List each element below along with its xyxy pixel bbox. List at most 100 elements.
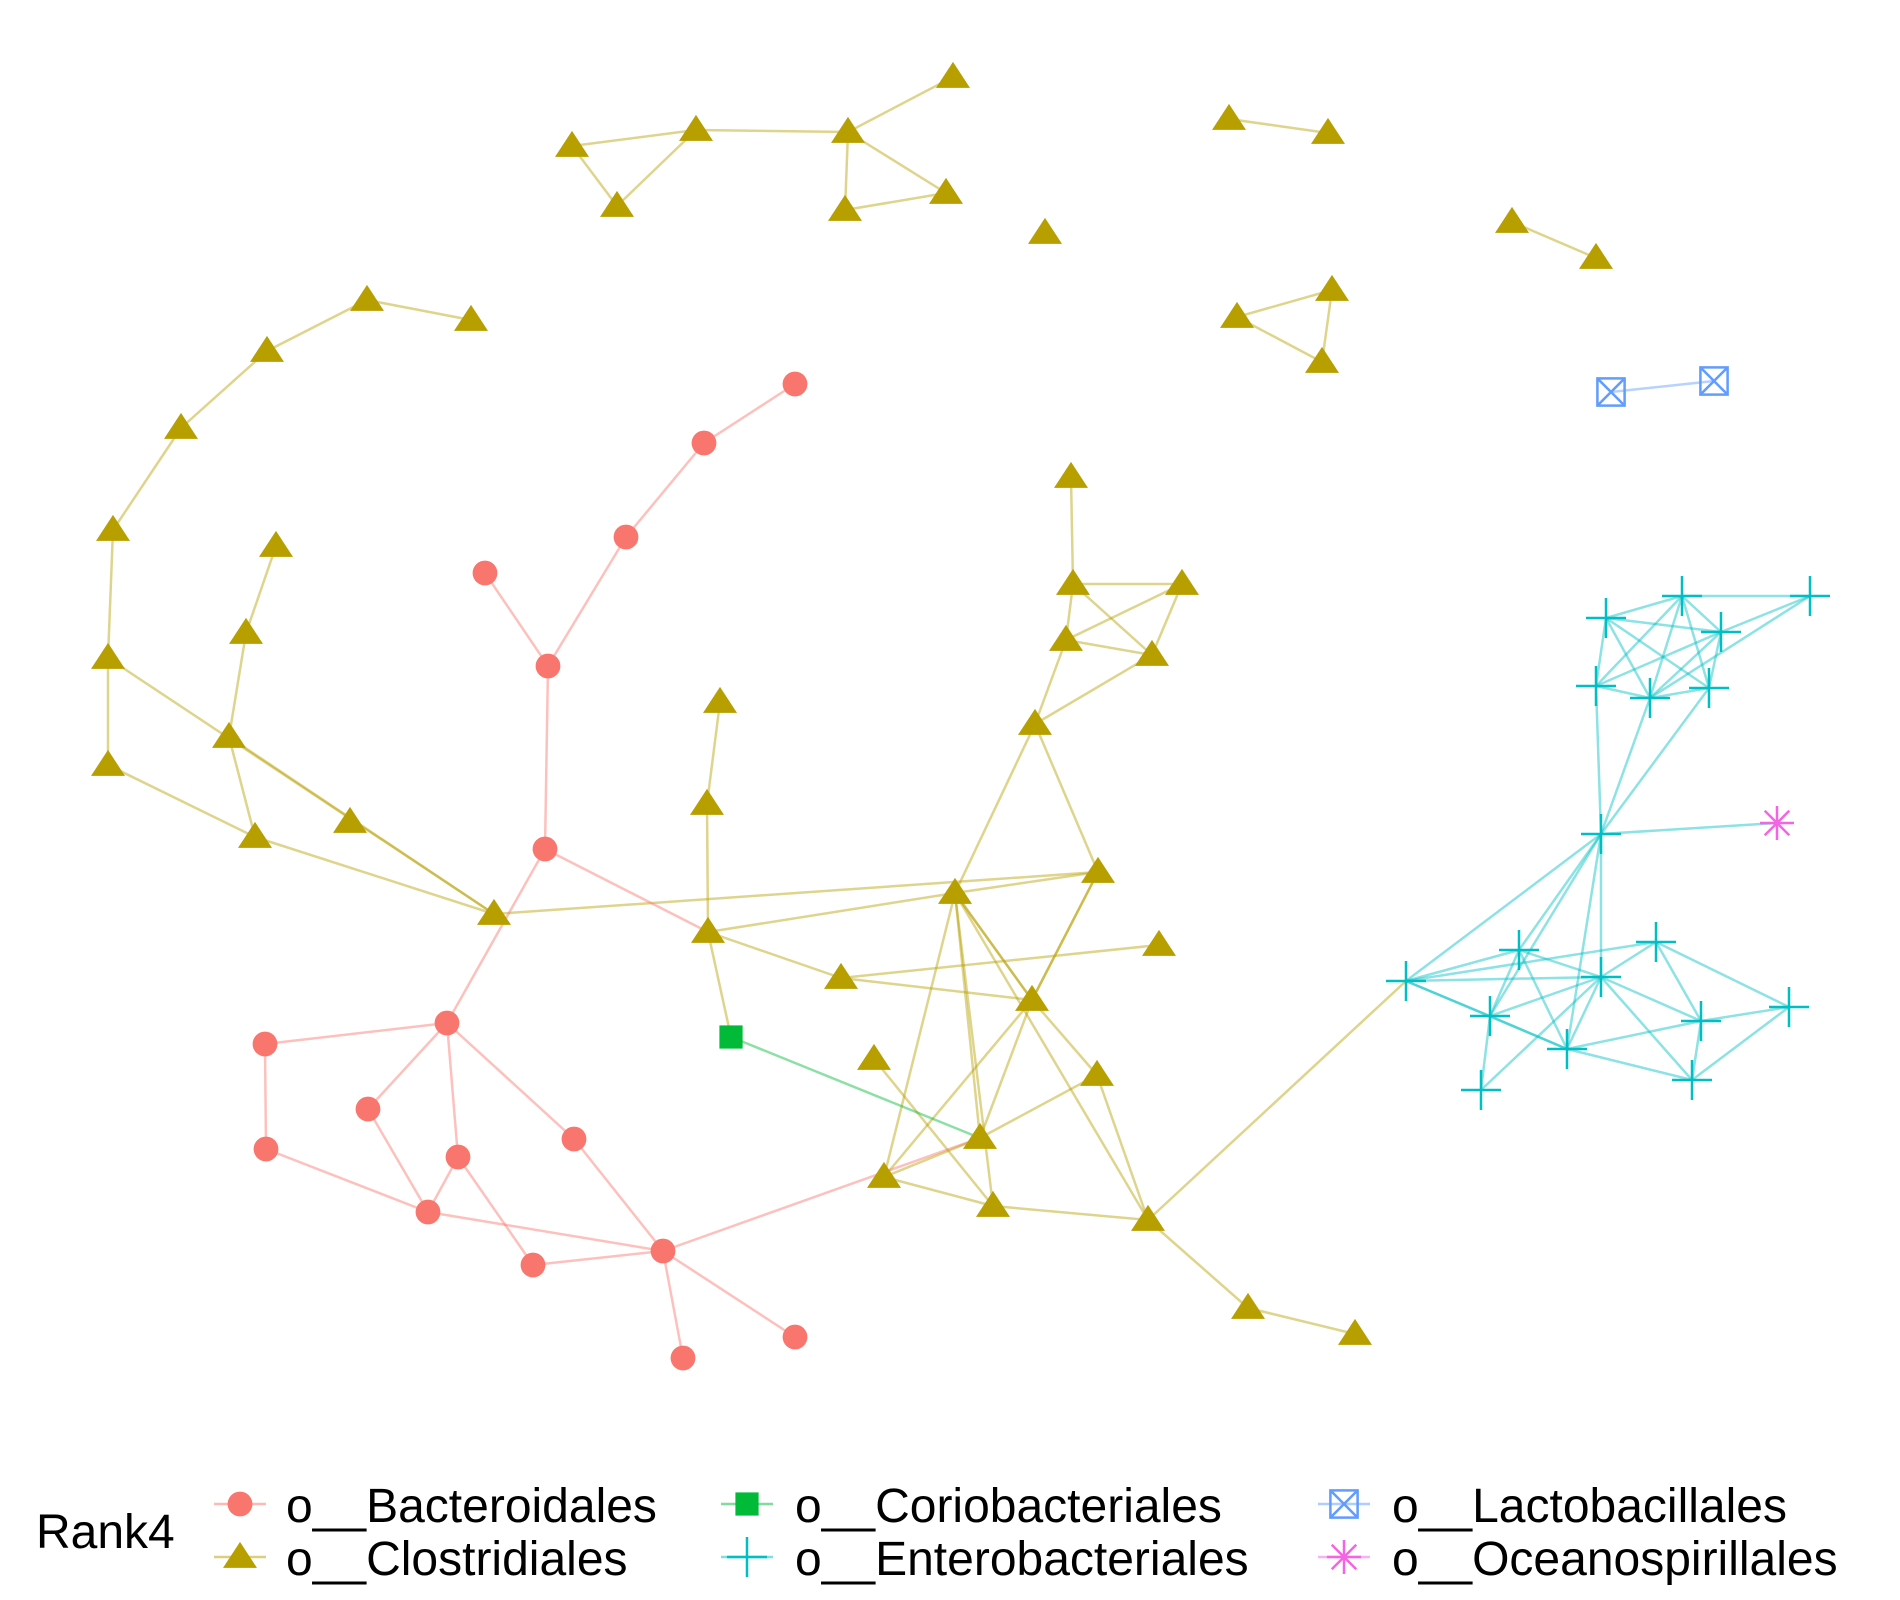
node-bacteroidales (782, 1324, 808, 1350)
legend-item-enterobacteriales: o__Enterobacteriales (721, 1533, 1249, 1586)
network-edge (1247, 1306, 1356, 1336)
network-edge (1600, 975, 1702, 1023)
network-edge (546, 536, 628, 667)
network-edge (662, 1249, 796, 1339)
network-edge (1605, 616, 1710, 690)
network-edge (882, 892, 957, 1178)
node-clostridiales (91, 642, 125, 669)
network-edge (445, 848, 547, 1024)
network-edge (1604, 617, 1652, 699)
network-edge (1654, 941, 1703, 1022)
network-edge (107, 763, 256, 839)
network-edge (1566, 1047, 1693, 1082)
network-edge (1405, 833, 1602, 982)
network-edge (1599, 687, 1711, 835)
network-edge (1600, 821, 1778, 836)
node-clostridiales (229, 617, 263, 644)
node-clostridiales (679, 114, 713, 141)
node-clostridiales (1018, 708, 1052, 735)
node-bacteroidales (434, 1010, 460, 1036)
network-edge (1030, 871, 1100, 1001)
network-edge (1030, 871, 1100, 1001)
network-edge (446, 1022, 575, 1140)
legend-item-clostridiales: o__Clostridiales (214, 1533, 628, 1586)
network-edge (1517, 833, 1603, 951)
node-enterobacteriales (1386, 961, 1426, 1001)
legend-label-coriobacteriales: o__Coriobacteriales (795, 1480, 1222, 1533)
network-edge (625, 442, 705, 538)
network-edge (456, 1156, 535, 1266)
network-edge (1034, 653, 1153, 726)
node-enterobacteriales (1636, 922, 1676, 962)
network-edge (571, 128, 697, 148)
network-edge (543, 665, 550, 850)
node-enterobacteriales (1461, 1070, 1501, 1110)
network-edge (1649, 594, 1811, 700)
legend-key-square-icon (721, 1492, 773, 1516)
node-bacteroidales (613, 524, 639, 550)
node-clostridiales (238, 821, 272, 848)
network-edge (1566, 1019, 1702, 1051)
node-clostridiales (1054, 461, 1088, 488)
node-enterobacteriales (1470, 996, 1510, 1036)
network-edge (661, 1250, 685, 1359)
network-edge (695, 128, 849, 134)
network-edge (1600, 976, 1693, 1081)
network-edge (532, 1249, 664, 1267)
legend-title: Rank4 (36, 1506, 175, 1559)
node-clostridiales (1049, 624, 1083, 651)
network-edge (953, 892, 982, 1139)
network-edge (1605, 594, 1683, 620)
node-clostridiales (555, 130, 589, 157)
node-bacteroidales (650, 1238, 676, 1264)
network-edge (1405, 940, 1657, 983)
legend-key-triangle-icon (223, 1541, 257, 1568)
network-edge (1031, 999, 1098, 1076)
network-edge (244, 545, 278, 634)
node-clostridiales (857, 1043, 891, 1070)
network-edge (978, 999, 1034, 1139)
network-edge (1488, 949, 1521, 1017)
node-bacteroidales (535, 653, 561, 679)
network-edge (662, 1136, 981, 1253)
node-clostridiales (1135, 639, 1169, 666)
network-edges (106, 75, 1811, 1359)
legend-item-oceanospirillales: o__Oceanospirillales (1318, 1533, 1838, 1586)
node-enterobacteriales (1576, 666, 1616, 706)
network-edge (1595, 595, 1683, 687)
network-edge (1236, 288, 1333, 319)
legend-label-bacteroidales: o__Bacteroidales (286, 1480, 657, 1533)
network-edge (1680, 595, 1711, 689)
node-clostridiales (1056, 568, 1090, 595)
node-clostridiales (259, 530, 293, 557)
network-edge (883, 1136, 981, 1179)
node-enterobacteriales (1586, 598, 1626, 638)
node-clostridiales (96, 514, 130, 541)
network-edge (730, 1035, 981, 1140)
network-edge (1681, 595, 1722, 633)
network-nodes (91, 61, 1830, 1371)
node-coriobacteriales (719, 1025, 743, 1049)
node-bacteroidales (252, 1031, 278, 1057)
network-edge (1405, 975, 1602, 983)
network-edge (1565, 833, 1603, 1050)
network-edge (1065, 582, 1183, 642)
node-enterobacteriales (1581, 957, 1621, 997)
network-edge (111, 427, 183, 531)
node-clostridiales (1311, 117, 1345, 144)
legend-label-oceanospirillales: o__Oceanospirillales (1392, 1533, 1838, 1586)
node-clostridiales (91, 749, 125, 776)
network-edge (483, 572, 550, 667)
network-edge (366, 1108, 430, 1213)
node-clostridiales (1212, 103, 1246, 130)
node-clostridiales (1080, 1059, 1114, 1086)
network-edge (883, 1175, 994, 1208)
network-edge (1594, 617, 1608, 687)
network-edge (573, 1138, 664, 1252)
network-edge (1072, 583, 1153, 656)
legend-key-square-icon (735, 1492, 759, 1516)
legend-key-circle-icon (214, 1491, 266, 1517)
node-bacteroidales (520, 1252, 546, 1278)
network-edge (954, 870, 1099, 895)
network-edge (1065, 638, 1153, 657)
